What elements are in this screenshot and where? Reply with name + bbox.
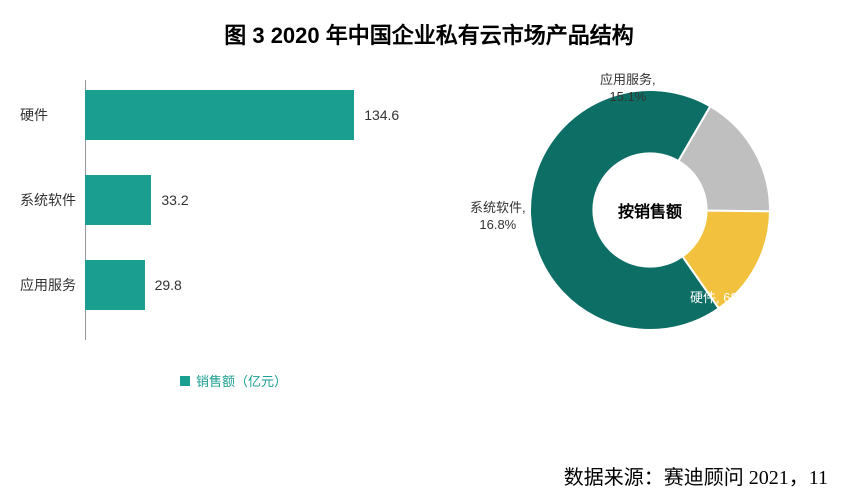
- chart-title: 图 3 2020 年中国企业私有云市场产品结构: [0, 0, 858, 50]
- data-source: 数据来源：赛迪顾问 2021，11: [564, 461, 828, 490]
- bar-row: 应用服务 29.8: [0, 260, 430, 310]
- donut-slice-label: 应用服务, 15.1%: [600, 72, 656, 106]
- donut-hole: [592, 152, 707, 267]
- bar-legend: 销售额（亿元）: [180, 371, 287, 390]
- bar-row: 硬件 134.6: [0, 90, 430, 140]
- bar-legend-swatch: [180, 376, 190, 386]
- bar-category-label: 硬件: [20, 105, 80, 125]
- bar-category-label: 系统软件: [20, 190, 80, 210]
- donut-slice-label: 系统软件, 16.8%: [470, 200, 526, 234]
- charts-container: 硬件134.6系统软件33.2应用服务29.8 销售额（亿元） 按销售额 硬件,…: [0, 80, 858, 420]
- donut-chart: 按销售额 硬件, 68.1%系统软件, 16.8%应用服务, 15.1%: [430, 80, 858, 380]
- bar-value-label: 33.2: [161, 192, 188, 208]
- bar-value-label: 134.6: [364, 107, 399, 123]
- bar-category-label: 应用服务: [20, 275, 80, 295]
- bar-rect: [85, 175, 151, 225]
- donut-slice-label: 硬件, 68.1%: [690, 290, 760, 307]
- bar-rect: [85, 90, 354, 140]
- bar-rect: [85, 260, 145, 310]
- bar-value-label: 29.8: [155, 277, 182, 293]
- bar-chart: 硬件134.6系统软件33.2应用服务29.8 销售额（亿元）: [0, 80, 430, 380]
- bar-legend-label: 销售额（亿元）: [196, 371, 287, 390]
- bar-row: 系统软件 33.2: [0, 175, 430, 225]
